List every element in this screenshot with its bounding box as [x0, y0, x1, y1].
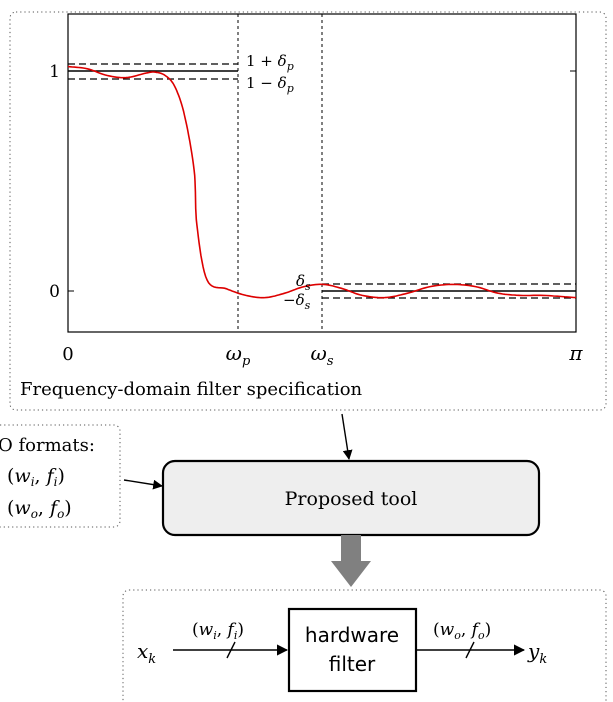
spec-panel-border: [9, 11, 607, 411]
io-formats-border: [0, 424, 121, 528]
y-tick-label-1: 1: [49, 62, 60, 82]
input-bus-slash: [226, 641, 236, 659]
annotation-delta-s: δs: [296, 272, 311, 293]
output-signal-label: yk: [527, 639, 547, 667]
x-tick-label-0: 0: [62, 344, 73, 365]
x-tick-label-pi: π: [568, 341, 583, 365]
x-tick-label-omega-p: ωp: [226, 341, 251, 369]
y-tick-label-0: 0: [49, 282, 60, 302]
frequency-response-curve: [67, 65, 577, 299]
io-formats-output: (wo, fo): [7, 497, 72, 521]
output-bus-slash: [465, 641, 475, 659]
annotation-one-minus-delta-p: 1 − δp: [246, 74, 294, 95]
spec-panel-caption: Frequency-domain filter specification: [20, 379, 363, 400]
hardware-filter-box: [287, 607, 418, 693]
io-formats-title: O formats:: [0, 435, 95, 456]
big-arrow-head: [331, 561, 371, 587]
hardware-filter-line1: hardware: [305, 623, 399, 647]
hardware-filter-line2: filter: [329, 652, 376, 676]
formats-to-tool-arrow: [123, 479, 163, 490]
x-tick-label-omega-s: ωs: [311, 341, 334, 369]
big-arrow-shaft: [341, 535, 361, 563]
input-signal-label: xk: [137, 639, 156, 667]
io-formats-input: (wi, fi): [7, 465, 65, 489]
input-format-label: (wi, fi): [192, 620, 244, 642]
output-format-label: (wo, fo): [433, 620, 491, 642]
annotation-minus-delta-s: −δs: [283, 291, 311, 312]
hardware-panel-border: [122, 589, 607, 702]
annotation-one-plus-delta-p: 1 + δp: [246, 52, 294, 73]
proposed-tool-label: Proposed tool: [285, 488, 418, 510]
spec-to-tool-arrow: [341, 413, 353, 460]
